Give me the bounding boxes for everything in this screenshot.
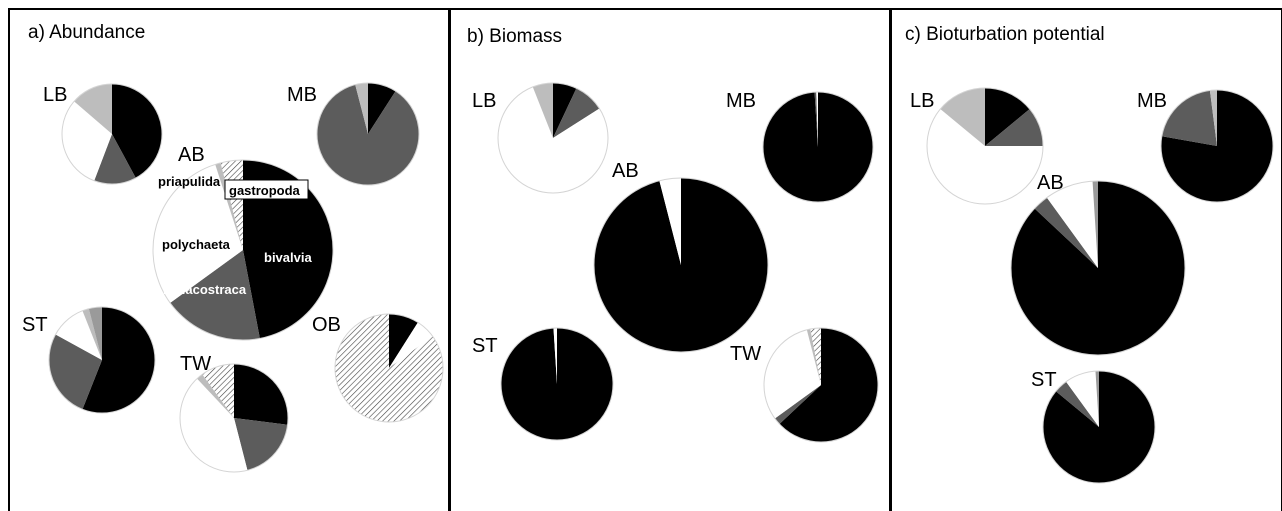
pie-slice-lb-bivalvia-panel-1	[112, 84, 162, 178]
pie-slice-st-priapulida-panel-1	[82, 308, 102, 360]
pie-outline-mb-panel-1	[316, 82, 420, 186]
pie-slice-ab-other-panel-3	[1092, 181, 1098, 268]
pie-slice-lb-polychaeta-panel-3	[926, 109, 1043, 205]
pie-slice-tw-polychaeta-panel-1	[180, 378, 248, 472]
station-label-st-c: ST	[1031, 369, 1057, 391]
pie-slice-lb-malacostraca-panel-2	[553, 88, 600, 138]
pie-slice-ob-polychaeta-panel-1	[389, 322, 433, 368]
pie-slice-mb-malacostraca-panel-2	[814, 92, 818, 147]
station-label-ab-c: AB	[1037, 172, 1064, 194]
pie-outline-ab-panel-3	[1010, 180, 1186, 356]
pie-slice-ab-bivalvia-panel-3	[1010, 181, 1185, 356]
station-label-mb-c: MB	[1137, 90, 1167, 112]
category-label-polychaeta: polychaeta	[162, 237, 231, 252]
pie-slice-lb-malacostraca-panel-3	[985, 109, 1043, 146]
pie-slice-ab-bivalvia-panel-2	[593, 178, 768, 353]
station-label-ab-a: AB	[178, 144, 205, 166]
pie-outline-tw-panel-1	[179, 363, 289, 473]
pie-slice-lb-bivalvia-panel-3	[985, 88, 1030, 146]
pie-slice-mb-bivalvia-panel-2	[763, 92, 874, 202]
pie-outline-lb-panel-3	[926, 87, 1044, 205]
pie-slice-tw-priapulida-panel-2	[806, 329, 821, 385]
pie-outline-mb-panel-3	[1160, 89, 1274, 203]
pie-slice-lb-bivalvia-panel-2	[553, 82, 577, 138]
pie-outline-ab-panel-2	[593, 177, 769, 353]
pie-slice-lb-polychaeta-panel-1	[61, 101, 112, 181]
pie-slice-ab-bivalvia-panel-1	[243, 160, 334, 339]
pie-slice-tw-bivalvia-panel-1	[234, 364, 288, 425]
pie-slice-st-polychaeta-panel-3	[1066, 371, 1099, 427]
pie-slice-tw-malacostraca-panel-1	[234, 418, 288, 471]
station-label-ob-a: OB	[312, 314, 341, 336]
pie-slice-mb-bivalvia-panel-1	[368, 83, 396, 134]
panel-c-frame	[890, 8, 1282, 511]
pie-slice-ob-gastropoda-panel-1	[335, 314, 444, 423]
pie-slice-ab-priapulida-panel-1	[215, 162, 243, 250]
pie-slice-mb-malacostraca-panel-1	[316, 84, 419, 185]
station-label-mb-a: MB	[287, 84, 317, 106]
pie-slice-st-other-panel-1	[88, 307, 102, 360]
panel-c-title: c) Bioturbation potential	[905, 24, 1105, 45]
category-label-bivalvia: bivalvia	[264, 250, 312, 265]
pie-outline-ob-panel-1	[334, 313, 444, 423]
pie-outline-tw-panel-2	[763, 327, 879, 443]
pie-slice-mb-malacostraca-panel-3	[1161, 90, 1217, 146]
station-label-st-b: ST	[472, 335, 498, 357]
pie-slice-st-bivalvia-panel-3	[1042, 371, 1155, 484]
station-label-lb-c: LB	[910, 90, 934, 112]
station-label-ab-b: AB	[612, 160, 639, 182]
station-label-mb-b: MB	[726, 90, 756, 112]
pie-slice-ab-malacostraca-panel-3	[1034, 197, 1098, 268]
pie-slice-st-malacostraca-panel-1	[49, 334, 102, 410]
category-label-malacostraca: malacostraca	[163, 282, 247, 297]
pie-slice-ab-polychaeta-panel-2	[659, 177, 681, 265]
pie-slice-ab-polychaeta-panel-1	[152, 164, 243, 303]
pie-slice-st-polychaeta-panel-1	[55, 310, 102, 360]
pie-outline-mb-panel-2	[762, 91, 874, 203]
pie-outline-ab-panel-1	[152, 159, 334, 341]
station-label-st-a: ST	[22, 314, 48, 336]
pie-outline-st-panel-2	[500, 327, 614, 441]
pie-slice-ab-malacostraca-panel-1	[170, 250, 260, 341]
pie-slice-lb-priapulida-panel-1	[74, 84, 112, 134]
pie-slice-tw-priapulida-panel-1	[197, 374, 234, 418]
station-label-tw-a: TW	[180, 353, 211, 375]
pie-slice-st-bivalvia-panel-1	[82, 307, 155, 413]
pie-slice-st-polychaeta-panel-2	[553, 328, 557, 384]
pie-slice-lb-priapulida-panel-2	[532, 83, 553, 138]
pie-slice-lb-priapulida-panel-3	[940, 88, 985, 146]
pie-slice-tw-polychaeta-panel-2	[764, 329, 821, 419]
pie-slice-st-bivalvia-panel-2	[500, 328, 613, 440]
gastropoda-label-bg	[224, 179, 309, 200]
pie-slice-ab-polychaeta-panel-3	[1046, 181, 1098, 268]
pie-outline-lb-panel-1	[61, 83, 163, 185]
station-label-lb-a: LB	[43, 84, 67, 106]
pie-outline-lb-panel-2	[497, 82, 609, 194]
panel-b-title: b) Biomass	[467, 26, 562, 47]
pie-slice-ob-bivalvia-panel-1	[389, 314, 418, 368]
station-label-lb-b: LB	[472, 90, 496, 112]
pie-slice-tw-gastropoda-panel-1	[202, 363, 234, 418]
panel-a-title: a) Abundance	[28, 22, 145, 43]
category-label-priapulida: priapulida	[158, 174, 221, 189]
pie-slice-mb-priapulida-panel-3	[1209, 90, 1217, 146]
pie-slice-mb-polychaeta-panel-2	[816, 92, 818, 147]
pie-outline-st-panel-1	[48, 306, 156, 414]
pie-charts	[48, 82, 1274, 484]
pie-outline-st-panel-3	[1042, 370, 1156, 484]
pie-slice-tw-malacostraca-panel-2	[774, 385, 821, 425]
pie-slice-tw-bivalvia-panel-2	[779, 328, 879, 443]
pie-slice-lb-malacostraca-panel-1	[94, 134, 136, 185]
pie-slice-st-other-panel-3	[1095, 371, 1099, 427]
pie-slice-mb-priapulida-panel-1	[355, 83, 368, 134]
category-label-gastropoda: gastropoda	[229, 183, 301, 198]
pie-slice-tw-gastropoda-panel-2	[810, 328, 821, 385]
pie-slice-st-malacostraca-panel-3	[1055, 381, 1099, 427]
pie-slice-lb-polychaeta-panel-2	[497, 86, 608, 193]
station-label-tw-b: TW	[730, 343, 761, 365]
